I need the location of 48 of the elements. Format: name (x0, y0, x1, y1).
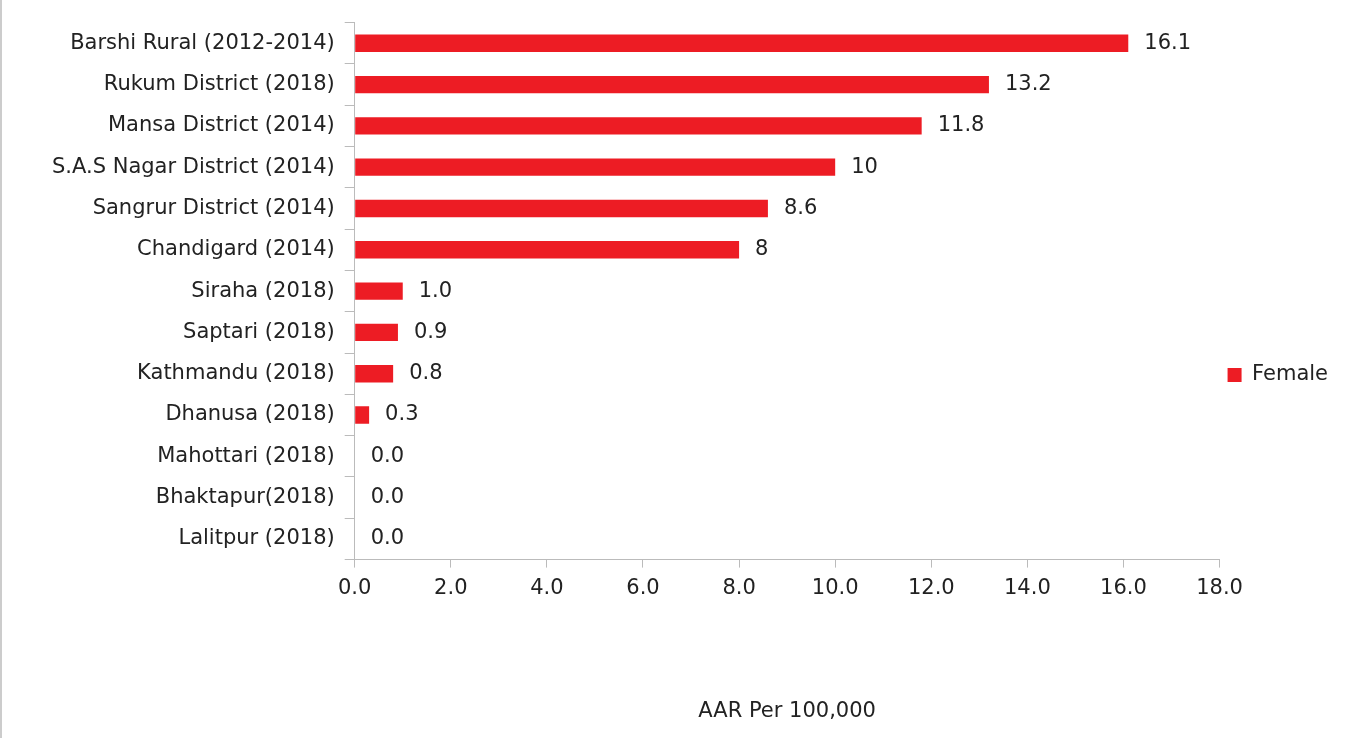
y-tick-label: Kathmandu (2018) (137, 360, 335, 385)
data-label: 0.3 (385, 401, 419, 426)
bar (355, 323, 398, 342)
data-label: 16.1 (1144, 29, 1192, 54)
data-label: 10 (851, 153, 878, 178)
bar (355, 75, 989, 94)
data-label: 0.9 (413, 318, 448, 343)
y-tick-label: Dhanusa (2018) (165, 401, 335, 426)
bar (355, 158, 836, 176)
data-label: 0.0 (370, 484, 405, 509)
data-label: 0.0 (370, 442, 405, 467)
y-tick-label: Siraha (2018) (191, 277, 335, 302)
bar (355, 241, 740, 259)
x-tick-label: 12.0 (907, 574, 955, 599)
x-tick-label: 4.0 (530, 574, 564, 599)
x-tick-label: 2.0 (434, 574, 468, 599)
x-axis-title: AAR Per 100,000 (698, 697, 876, 722)
x-tick-label: 16.0 (1100, 574, 1147, 599)
y-tick-label: Barshi Rural (2012-2014) (70, 29, 335, 54)
data-label: 0.0 (370, 525, 405, 550)
data-label: 8.6 (783, 194, 818, 219)
x-tick-label: 8.0 (722, 574, 756, 599)
x-tick-label: 18.0 (1196, 574, 1243, 599)
y-tick-label: Saptari (2018) (183, 318, 335, 343)
y-tick-label: Bhaktapur(2018) (155, 484, 335, 509)
data-label: 1.0 (418, 277, 453, 302)
data-label: 13.2 (1004, 71, 1052, 96)
data-label: 8 (755, 236, 769, 261)
x-tick-label: 6.0 (626, 574, 660, 599)
bar (355, 365, 394, 383)
y-tick-label: Lalitpur (2018) (178, 525, 335, 550)
y-tick-label: Rukum District (2018) (103, 71, 335, 96)
legend-label: Female (1252, 361, 1329, 386)
x-tick-label: 14.0 (1003, 574, 1051, 599)
y-tick-label: Mahottari (2018) (157, 442, 335, 467)
bar (355, 282, 403, 300)
x-tick-label: 10.0 (811, 574, 859, 599)
y-tick-label: S.A.S Nagar District (2014) (52, 153, 335, 178)
bar (355, 34, 1129, 52)
data-label: 0.8 (409, 360, 443, 385)
y-tick-label: Chandigard (2014) (137, 236, 335, 261)
bar (355, 117, 922, 135)
bar (355, 199, 768, 218)
x-tick-label: 0.0 (338, 574, 372, 599)
bar (355, 406, 370, 424)
y-tick-label: Mansa District (2014) (107, 112, 335, 137)
data-label: 11.8 (937, 112, 985, 137)
y-tick-label: Sangrur District (2014) (92, 194, 335, 219)
